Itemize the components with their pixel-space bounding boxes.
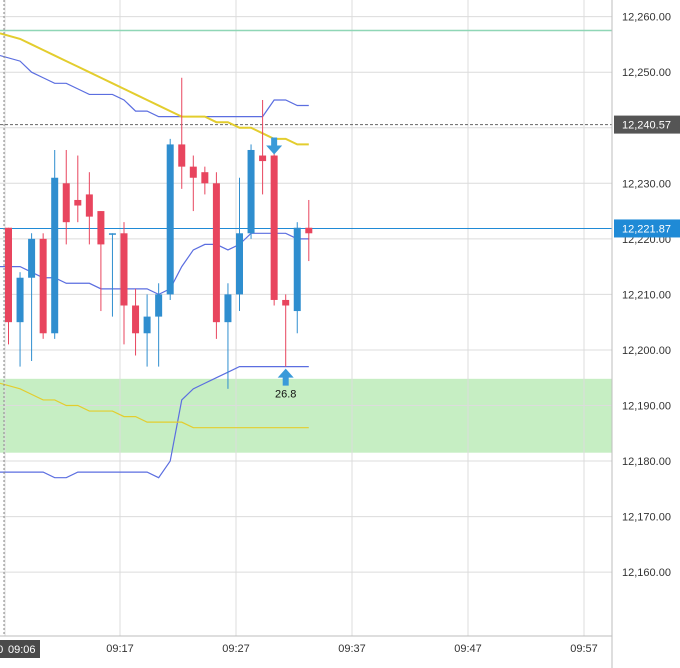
- support-zone-layer: [0, 378, 612, 453]
- candle-body-down: [132, 305, 140, 334]
- markers-layer: 26.8: [266, 137, 296, 401]
- candle-body-down: [189, 166, 197, 178]
- candle-body-down: [74, 199, 82, 206]
- current-price-tag: [614, 219, 680, 238]
- candle-body-down: [85, 194, 93, 217]
- candle-body-down: [5, 227, 12, 323]
- support-zone: [0, 378, 612, 453]
- ma-slow-line: [0, 32, 309, 146]
- price-tag-label: 12,240.57: [622, 120, 671, 132]
- y-tick-label: 12,190.00: [622, 400, 671, 412]
- last-price-tag: [614, 115, 680, 134]
- ma-lower-line: [0, 382, 309, 429]
- candle-body-down: [178, 144, 186, 167]
- annotation-label: 26.8: [275, 389, 296, 401]
- x-tick-label: 09:37: [338, 643, 366, 655]
- candle-body-up: [293, 227, 301, 312]
- candle-body-up: [108, 233, 116, 235]
- candle-body-down: [39, 238, 47, 334]
- candle-body-down: [201, 172, 209, 184]
- candle-body-up: [143, 316, 151, 334]
- arrow-up-icon: [277, 368, 294, 386]
- x-tick-label: 09:27: [222, 643, 250, 655]
- candle-body-up: [236, 233, 243, 295]
- candle-body-down: [282, 299, 290, 306]
- candle-body-up: [224, 294, 232, 323]
- candle-body-up: [16, 277, 24, 323]
- y-tick-label: 12,200.00: [622, 345, 671, 357]
- candle-body-down: [259, 155, 267, 162]
- y-tick-label: 12,160.00: [622, 567, 671, 579]
- candle-body-up: [166, 144, 174, 295]
- y-tick-label: 12,180.00: [622, 456, 671, 468]
- y-tick-label: 12,210.00: [622, 289, 671, 301]
- y-tick-label: 12,170.00: [622, 512, 671, 524]
- candle-body-up: [51, 177, 59, 334]
- price-tags-layer: 12,240.57 12,221.87: [614, 115, 680, 238]
- candle-body-down: [305, 227, 313, 234]
- lower-band-line: [0, 366, 309, 479]
- candle-body-down: [120, 233, 128, 306]
- upper-band-line: [0, 54, 309, 118]
- candle-body-up: [155, 294, 163, 317]
- price-tag-label: 12,221.87: [622, 223, 671, 235]
- candles-layer: [5, 77, 313, 389]
- candle-body-down: [212, 183, 220, 323]
- y-tick-label: 12,250.00: [622, 67, 671, 79]
- arrow-down-icon: [266, 137, 283, 155]
- candle-body-down: [62, 183, 70, 223]
- y-tick-label: 12,260.00: [622, 12, 671, 24]
- candle-body-down: [97, 211, 105, 245]
- x-tick-label-prefix: 20: [0, 644, 3, 656]
- x-tick-highlight: [0, 640, 40, 658]
- x-tick-label: 09:06: [8, 644, 36, 656]
- x-tick-label: 09:57: [570, 643, 598, 655]
- y-tick-label: 12,230.00: [622, 178, 671, 190]
- x-tick-label: 09:17: [106, 643, 134, 655]
- candle-body-up: [247, 149, 255, 234]
- x-tick-label: 09:47: [454, 643, 482, 655]
- grid-layer: [0, 0, 612, 636]
- candle-body-up: [28, 238, 36, 278]
- candle-body-down: [270, 155, 278, 300]
